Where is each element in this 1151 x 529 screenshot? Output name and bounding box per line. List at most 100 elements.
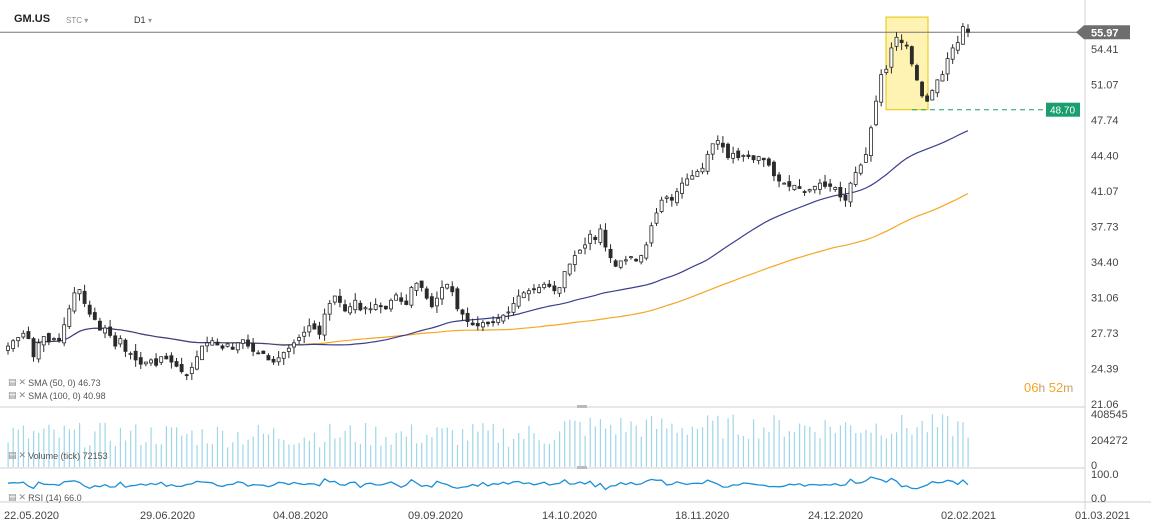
candle[interactable] <box>97 317 102 331</box>
candle[interactable] <box>618 260 623 270</box>
candle[interactable] <box>87 300 92 318</box>
candle[interactable] <box>92 307 97 321</box>
candle[interactable] <box>853 166 858 188</box>
candle[interactable] <box>848 181 853 207</box>
candle[interactable] <box>496 313 501 326</box>
candle[interactable] <box>715 135 720 150</box>
candle[interactable] <box>710 143 715 160</box>
candle[interactable] <box>777 171 781 188</box>
sma50-legend[interactable]: ▤ ✕ SMA (50, 0) 46.73 <box>8 377 101 388</box>
candle[interactable] <box>894 32 899 51</box>
candle[interactable] <box>261 350 266 355</box>
candle[interactable] <box>31 336 36 362</box>
candle[interactable] <box>501 314 506 324</box>
candle[interactable] <box>521 291 526 299</box>
candle[interactable] <box>297 334 301 345</box>
candle[interactable] <box>486 321 490 327</box>
candle[interactable] <box>807 188 812 193</box>
close-icon[interactable]: ✕ <box>18 450 26 460</box>
candle[interactable] <box>159 356 164 366</box>
candle[interactable] <box>414 282 419 296</box>
candle[interactable] <box>11 338 16 352</box>
candle[interactable] <box>506 306 511 320</box>
candle[interactable] <box>945 52 950 82</box>
candle[interactable] <box>389 298 393 312</box>
candle[interactable] <box>577 249 582 254</box>
candle[interactable] <box>904 41 909 50</box>
candle[interactable] <box>154 353 159 368</box>
candle[interactable] <box>557 287 562 297</box>
candle[interactable] <box>179 357 184 374</box>
volume-legend[interactable]: ▤ ✕ Volume (tick) 72153 <box>8 450 108 461</box>
candle[interactable] <box>542 282 547 290</box>
symbol-label[interactable]: GM.US <box>14 13 51 25</box>
candle[interactable] <box>419 280 424 292</box>
candle[interactable] <box>108 319 113 338</box>
candle[interactable] <box>858 163 863 176</box>
candle[interactable] <box>133 344 138 367</box>
panel-resize-handle[interactable] <box>577 466 587 469</box>
candle[interactable] <box>537 284 541 294</box>
candle[interactable] <box>118 335 123 348</box>
candle[interactable] <box>404 294 409 306</box>
candle[interactable] <box>235 342 240 354</box>
candle[interactable] <box>440 280 444 305</box>
candle[interactable] <box>480 320 485 332</box>
candle[interactable] <box>950 44 955 64</box>
candle[interactable] <box>593 235 598 245</box>
candle[interactable] <box>552 280 557 295</box>
candle[interactable] <box>817 178 822 195</box>
candle[interactable] <box>455 286 460 312</box>
candle[interactable] <box>77 289 82 301</box>
candle[interactable] <box>741 154 746 162</box>
candle[interactable] <box>72 287 77 314</box>
candle[interactable] <box>863 147 868 163</box>
candle[interactable] <box>475 316 480 331</box>
candle[interactable] <box>567 263 572 277</box>
candle[interactable] <box>123 338 128 357</box>
candle[interactable] <box>220 344 225 351</box>
candle[interactable] <box>675 187 679 206</box>
candle[interactable] <box>281 351 286 365</box>
candle[interactable] <box>772 160 776 182</box>
candle[interactable] <box>348 302 353 316</box>
candle[interactable] <box>67 304 72 329</box>
candle[interactable] <box>654 207 659 226</box>
candle[interactable] <box>572 250 577 272</box>
candle[interactable] <box>16 336 21 348</box>
candle[interactable] <box>292 339 296 355</box>
candle[interactable] <box>613 258 618 268</box>
candle[interactable] <box>184 373 189 381</box>
rsi-legend[interactable]: ▤ ✕ RSI (14) 66.0 <box>8 492 82 503</box>
candle[interactable] <box>317 321 322 340</box>
candle[interactable] <box>322 308 327 341</box>
candle[interactable] <box>532 284 536 294</box>
candle[interactable] <box>925 93 930 102</box>
candle[interactable] <box>470 318 475 326</box>
candle[interactable] <box>603 223 608 252</box>
candle[interactable] <box>460 308 465 321</box>
candle[interactable] <box>327 300 332 321</box>
candle[interactable] <box>21 330 26 340</box>
close-icon[interactable]: ✕ <box>18 492 26 502</box>
candle[interactable] <box>623 255 628 265</box>
candle[interactable] <box>756 155 761 165</box>
candle[interactable] <box>726 142 730 160</box>
candle[interactable] <box>787 175 792 192</box>
candle[interactable] <box>838 181 843 202</box>
candle[interactable] <box>246 334 250 349</box>
candle[interactable] <box>429 293 434 309</box>
candle[interactable] <box>879 69 884 107</box>
candle[interactable] <box>608 244 613 263</box>
candle[interactable] <box>720 136 725 153</box>
candle[interactable] <box>511 297 516 316</box>
candle[interactable] <box>113 332 118 350</box>
candle[interactable] <box>445 283 450 290</box>
candle[interactable] <box>828 178 833 192</box>
candle[interactable] <box>869 125 873 162</box>
candle[interactable] <box>383 305 388 311</box>
candle[interactable] <box>26 326 31 340</box>
candle[interactable] <box>378 302 383 314</box>
candle[interactable] <box>409 285 414 309</box>
close-icon[interactable]: ✕ <box>18 390 26 400</box>
